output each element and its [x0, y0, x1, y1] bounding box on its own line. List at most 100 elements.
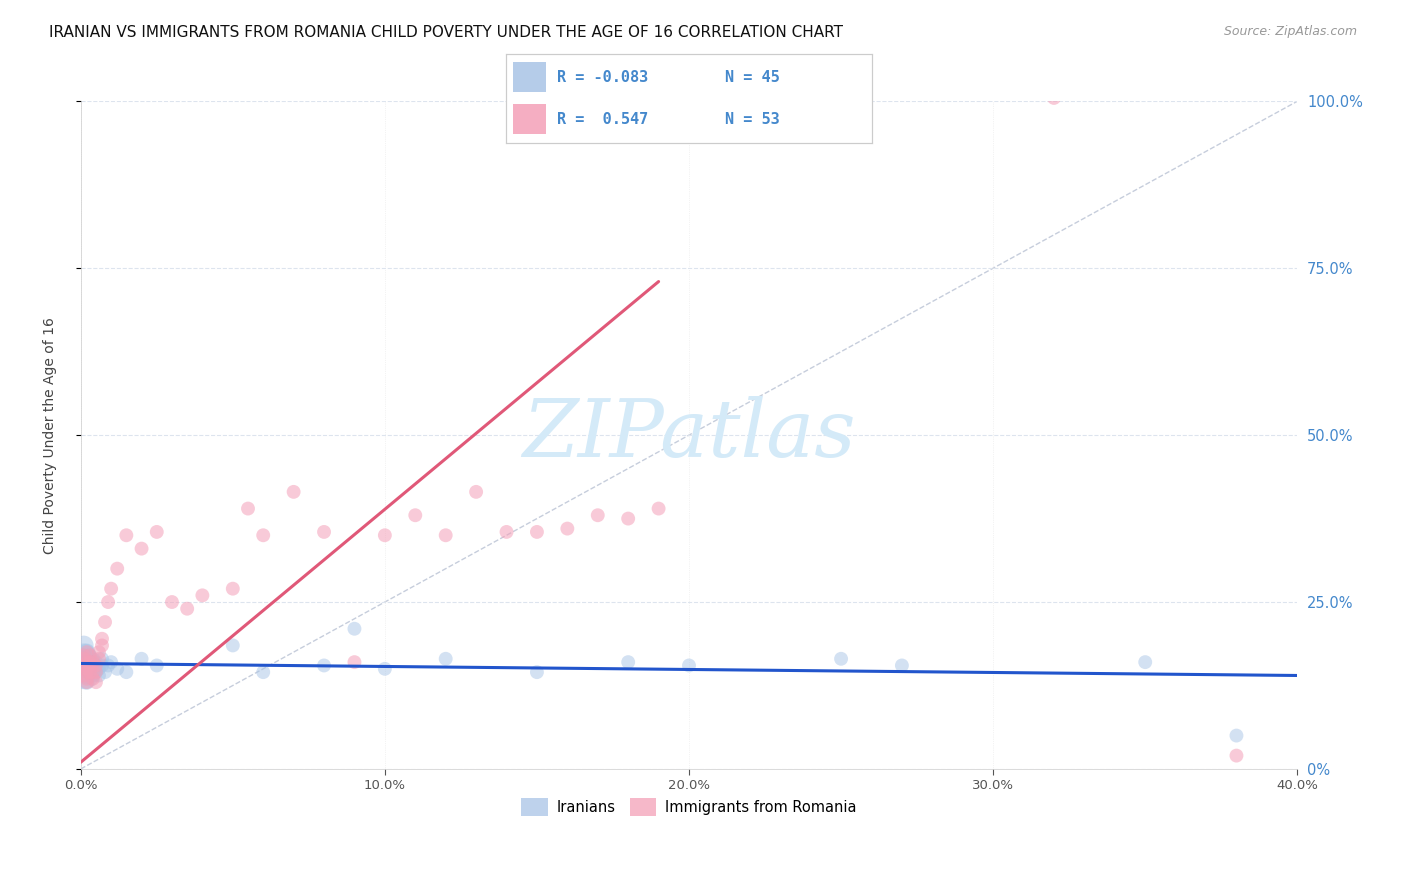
Point — [105, 662, 128, 676]
Point — [434, 652, 457, 666]
Point — [91, 632, 114, 646]
Point — [343, 655, 366, 669]
Point — [76, 652, 98, 666]
Point — [91, 639, 114, 653]
Point — [678, 658, 700, 673]
Text: N = 53: N = 53 — [725, 112, 780, 127]
Point — [79, 648, 101, 663]
Point — [312, 658, 335, 673]
Text: IRANIAN VS IMMIGRANTS FROM ROMANIA CHILD POVERTY UNDER THE AGE OF 16 CORRELATION: IRANIAN VS IMMIGRANTS FROM ROMANIA CHILD… — [49, 25, 844, 40]
Point — [79, 658, 101, 673]
Point — [1135, 655, 1157, 669]
Point — [76, 645, 98, 659]
Point — [79, 655, 101, 669]
Point — [73, 668, 96, 682]
Text: R =  0.547: R = 0.547 — [557, 112, 648, 127]
Point — [94, 615, 117, 629]
Point — [434, 528, 457, 542]
Point — [131, 652, 153, 666]
Point — [1043, 91, 1066, 105]
Point — [252, 528, 274, 542]
Point — [145, 658, 167, 673]
Point — [73, 662, 96, 676]
Point — [495, 524, 517, 539]
Bar — [513, 104, 547, 134]
Point — [73, 665, 96, 680]
Point — [890, 658, 912, 673]
Point — [222, 639, 245, 653]
Point — [236, 501, 259, 516]
Point — [84, 665, 107, 680]
Point — [87, 662, 110, 676]
Point — [84, 658, 107, 673]
Point — [1225, 729, 1247, 743]
Point — [97, 595, 120, 609]
Point — [76, 665, 98, 680]
Point — [73, 658, 96, 673]
Point — [1225, 748, 1247, 763]
Point — [76, 668, 98, 682]
Text: Source: ZipAtlas.com: Source: ZipAtlas.com — [1223, 25, 1357, 38]
Text: ZIPatlas: ZIPatlas — [522, 396, 856, 474]
Point — [557, 522, 579, 536]
Point — [283, 484, 305, 499]
Point — [79, 655, 101, 669]
Point — [79, 665, 101, 680]
Point — [105, 562, 128, 576]
Point — [374, 528, 396, 542]
Point — [82, 668, 104, 682]
Point — [160, 595, 183, 609]
Text: N = 45: N = 45 — [725, 70, 780, 85]
Point — [830, 652, 852, 666]
Point — [84, 675, 107, 690]
Point — [73, 655, 96, 669]
Point — [91, 652, 114, 666]
Point — [84, 658, 107, 673]
Point — [115, 665, 138, 680]
Point — [87, 645, 110, 659]
Point — [87, 668, 110, 682]
Point — [82, 655, 104, 669]
Point — [84, 655, 107, 669]
Point — [94, 665, 117, 680]
Point — [84, 665, 107, 680]
Point — [526, 665, 548, 680]
Point — [76, 675, 98, 690]
Y-axis label: Child Poverty Under the Age of 16: Child Poverty Under the Age of 16 — [44, 317, 58, 554]
Point — [252, 665, 274, 680]
Point — [97, 658, 120, 673]
Point — [76, 655, 98, 669]
Point — [91, 658, 114, 673]
Point — [73, 652, 96, 666]
Point — [76, 645, 98, 659]
Point — [82, 672, 104, 686]
Point — [76, 662, 98, 676]
Point — [191, 588, 214, 602]
Point — [374, 662, 396, 676]
Point — [100, 655, 122, 669]
Point — [73, 658, 96, 673]
Point — [82, 665, 104, 680]
Point — [115, 528, 138, 542]
Point — [76, 662, 98, 676]
Point — [586, 508, 609, 523]
Point — [465, 484, 488, 499]
Point — [176, 601, 198, 615]
Point — [131, 541, 153, 556]
Point — [76, 672, 98, 686]
Point — [76, 675, 98, 690]
Point — [73, 648, 96, 663]
Point — [526, 524, 548, 539]
Point — [145, 524, 167, 539]
Point — [100, 582, 122, 596]
Point — [312, 524, 335, 539]
Point — [73, 648, 96, 663]
Point — [343, 622, 366, 636]
Text: R = -0.083: R = -0.083 — [557, 70, 648, 85]
Point — [647, 501, 669, 516]
Point — [79, 648, 101, 663]
Point — [79, 665, 101, 680]
Point — [87, 652, 110, 666]
Point — [79, 658, 101, 673]
Point — [617, 655, 640, 669]
